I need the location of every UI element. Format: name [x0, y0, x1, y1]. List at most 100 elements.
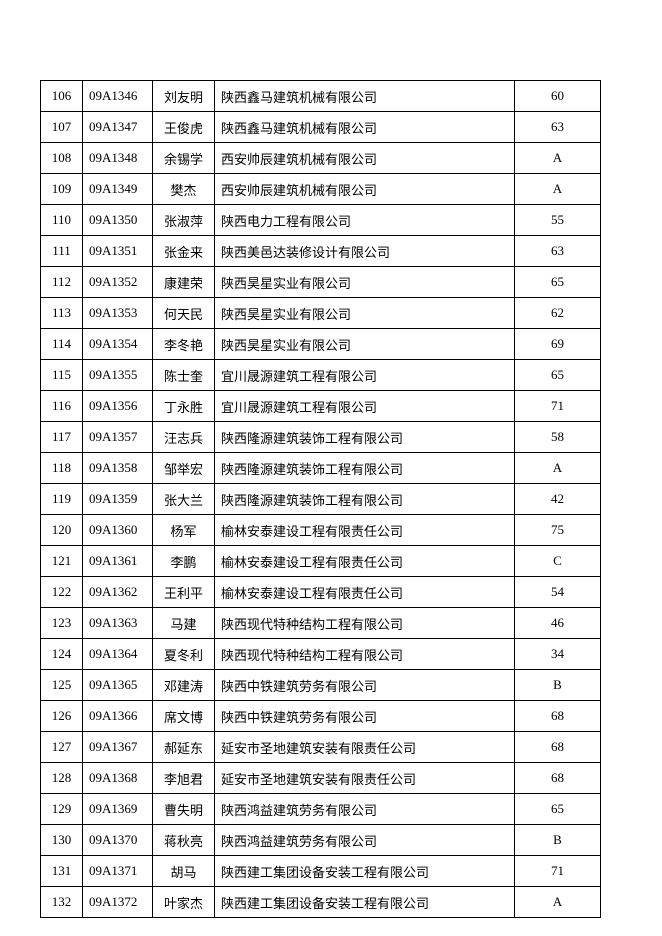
cell-index: 115	[41, 360, 83, 391]
cell-index: 126	[41, 701, 83, 732]
cell-index: 127	[41, 732, 83, 763]
cell-index: 108	[41, 143, 83, 174]
table-row: 12409A1364夏冬利陕西现代特种结构工程有限公司34	[41, 639, 601, 670]
table-row: 12609A1366席文博陕西中铁建筑劳务有限公司68	[41, 701, 601, 732]
cell-value: 42	[515, 484, 601, 515]
cell-name: 李冬艳	[153, 329, 215, 360]
cell-name: 何天民	[153, 298, 215, 329]
table-body: 10609A1346刘友明陕西鑫马建筑机械有限公司6010709A1347王俊虎…	[41, 81, 601, 918]
cell-value: A	[515, 887, 601, 918]
cell-code: 09A1361	[83, 546, 153, 577]
cell-code: 09A1369	[83, 794, 153, 825]
cell-name: 马建	[153, 608, 215, 639]
cell-company: 榆林安泰建设工程有限责任公司	[215, 577, 515, 608]
cell-code: 09A1353	[83, 298, 153, 329]
cell-index: 116	[41, 391, 83, 422]
cell-value: 34	[515, 639, 601, 670]
table-row: 10709A1347王俊虎陕西鑫马建筑机械有限公司63	[41, 112, 601, 143]
cell-value: 65	[515, 267, 601, 298]
cell-company: 陕西建工集团设备安装工程有限公司	[215, 856, 515, 887]
cell-code: 09A1355	[83, 360, 153, 391]
cell-code: 09A1354	[83, 329, 153, 360]
cell-index: 131	[41, 856, 83, 887]
cell-company: 陕西隆源建筑装饰工程有限公司	[215, 453, 515, 484]
cell-code: 09A1364	[83, 639, 153, 670]
cell-company: 榆林安泰建设工程有限责任公司	[215, 515, 515, 546]
cell-index: 112	[41, 267, 83, 298]
cell-index: 123	[41, 608, 83, 639]
cell-code: 09A1357	[83, 422, 153, 453]
cell-index: 132	[41, 887, 83, 918]
cell-code: 09A1347	[83, 112, 153, 143]
table-row: 12509A1365邓建涛陕西中铁建筑劳务有限公司B	[41, 670, 601, 701]
table-row: 12209A1362王利平榆林安泰建设工程有限责任公司54	[41, 577, 601, 608]
cell-name: 邹举宏	[153, 453, 215, 484]
table-row: 11509A1355陈士奎宜川晟源建筑工程有限公司65	[41, 360, 601, 391]
cell-value: 46	[515, 608, 601, 639]
cell-company: 陕西隆源建筑装饰工程有限公司	[215, 484, 515, 515]
cell-name: 汪志兵	[153, 422, 215, 453]
cell-name: 陈士奎	[153, 360, 215, 391]
cell-code: 09A1371	[83, 856, 153, 887]
cell-name: 李鹏	[153, 546, 215, 577]
cell-name: 张淑萍	[153, 205, 215, 236]
table-row: 11409A1354李冬艳陕西昊星实业有限公司69	[41, 329, 601, 360]
table-row: 12809A1368李旭君延安市圣地建筑安装有限责任公司68	[41, 763, 601, 794]
cell-code: 09A1360	[83, 515, 153, 546]
cell-index: 120	[41, 515, 83, 546]
cell-name: 丁永胜	[153, 391, 215, 422]
table-row: 12709A1367郝延东延安市圣地建筑安装有限责任公司68	[41, 732, 601, 763]
cell-value: 68	[515, 732, 601, 763]
cell-index: 118	[41, 453, 83, 484]
cell-value: 71	[515, 856, 601, 887]
cell-value: B	[515, 670, 601, 701]
cell-name: 邓建涛	[153, 670, 215, 701]
cell-code: 09A1365	[83, 670, 153, 701]
cell-code: 09A1356	[83, 391, 153, 422]
cell-index: 119	[41, 484, 83, 515]
table-row: 11609A1356丁永胜宜川晟源建筑工程有限公司71	[41, 391, 601, 422]
cell-value: C	[515, 546, 601, 577]
cell-code: 09A1348	[83, 143, 153, 174]
cell-index: 124	[41, 639, 83, 670]
table-row: 13009A1370蒋秋亮陕西鸿益建筑劳务有限公司B	[41, 825, 601, 856]
cell-value: A	[515, 143, 601, 174]
cell-code: 09A1358	[83, 453, 153, 484]
cell-code: 09A1352	[83, 267, 153, 298]
cell-name: 王利平	[153, 577, 215, 608]
cell-value: 65	[515, 360, 601, 391]
cell-company: 陕西美邑达装修设计有限公司	[215, 236, 515, 267]
cell-code: 09A1370	[83, 825, 153, 856]
cell-code: 09A1351	[83, 236, 153, 267]
table-row: 10609A1346刘友明陕西鑫马建筑机械有限公司60	[41, 81, 601, 112]
cell-name: 王俊虎	[153, 112, 215, 143]
cell-name: 郝延东	[153, 732, 215, 763]
cell-name: 张大兰	[153, 484, 215, 515]
cell-value: 62	[515, 298, 601, 329]
cell-company: 陕西昊星实业有限公司	[215, 329, 515, 360]
cell-index: 122	[41, 577, 83, 608]
table-row: 11009A1350张淑萍陕西电力工程有限公司55	[41, 205, 601, 236]
cell-company: 陕西建工集团设备安装工程有限公司	[215, 887, 515, 918]
cell-value: 75	[515, 515, 601, 546]
table-row: 11709A1357汪志兵陕西隆源建筑装饰工程有限公司58	[41, 422, 601, 453]
table-row: 11209A1352康建荣陕西昊星实业有限公司65	[41, 267, 601, 298]
cell-value: 71	[515, 391, 601, 422]
table-row: 13109A1371胡马陕西建工集团设备安装工程有限公司71	[41, 856, 601, 887]
cell-name: 李旭君	[153, 763, 215, 794]
cell-name: 曹失明	[153, 794, 215, 825]
cell-company: 宜川晟源建筑工程有限公司	[215, 391, 515, 422]
cell-name: 叶家杰	[153, 887, 215, 918]
cell-index: 125	[41, 670, 83, 701]
cell-company: 陕西鸿益建筑劳务有限公司	[215, 825, 515, 856]
cell-company: 宜川晟源建筑工程有限公司	[215, 360, 515, 391]
cell-value: 68	[515, 763, 601, 794]
cell-value: 63	[515, 236, 601, 267]
cell-value: 55	[515, 205, 601, 236]
cell-company: 陕西隆源建筑装饰工程有限公司	[215, 422, 515, 453]
cell-company: 陕西鑫马建筑机械有限公司	[215, 112, 515, 143]
cell-value: 60	[515, 81, 601, 112]
cell-name: 夏冬利	[153, 639, 215, 670]
cell-code: 09A1350	[83, 205, 153, 236]
cell-index: 121	[41, 546, 83, 577]
